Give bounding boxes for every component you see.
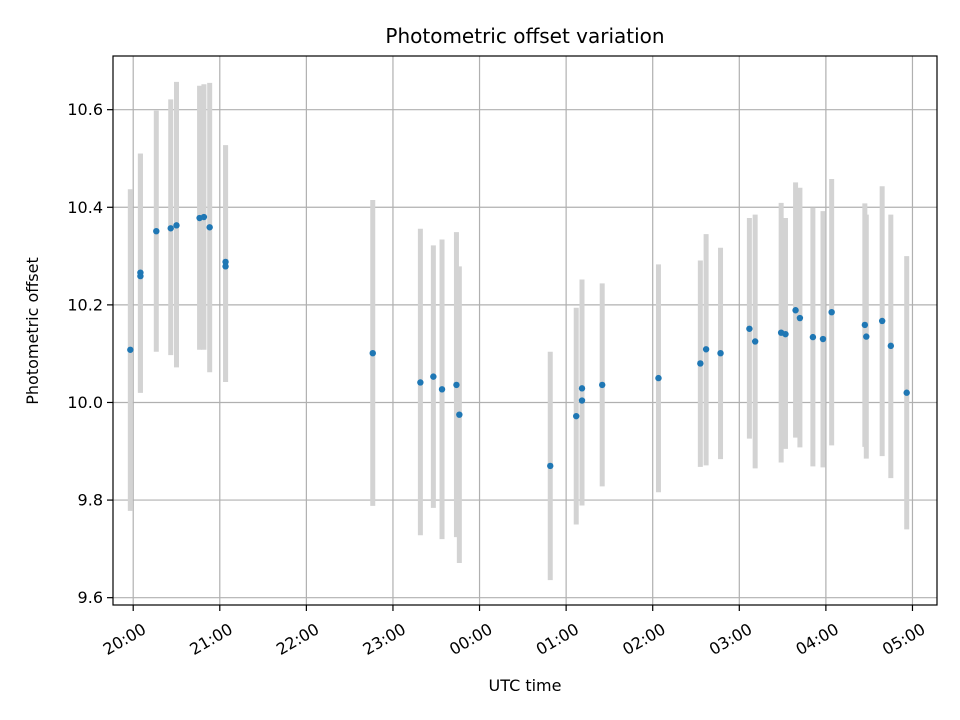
y-tick-label: 10.4 xyxy=(67,198,103,217)
data-point xyxy=(717,349,724,357)
data-point xyxy=(751,338,759,345)
data-point xyxy=(200,213,208,221)
x-axis-label: UTC time xyxy=(489,676,562,695)
y-tick-label: 10.2 xyxy=(67,295,103,314)
chart-title: Photometric offset variation xyxy=(385,24,664,48)
data-point xyxy=(222,258,229,266)
y-axis-label: Photometric offset xyxy=(23,257,42,405)
data-point xyxy=(167,225,174,232)
data-point xyxy=(697,360,704,367)
y-tick-label: 9.8 xyxy=(78,491,103,510)
data-point xyxy=(792,307,799,314)
data-point xyxy=(796,314,804,322)
data-point xyxy=(863,333,870,340)
data-point xyxy=(828,309,835,316)
data-point xyxy=(578,397,586,404)
data-point xyxy=(153,227,160,235)
data-point xyxy=(599,381,606,389)
data-point xyxy=(903,389,910,396)
data-point xyxy=(819,335,827,343)
data-point xyxy=(887,342,895,350)
data-point xyxy=(137,272,144,280)
data-point xyxy=(878,317,886,325)
data-points xyxy=(127,213,910,470)
y-tick-label: 10.0 xyxy=(67,393,103,412)
data-point xyxy=(746,325,753,332)
data-point xyxy=(456,411,463,418)
data-point xyxy=(438,386,446,393)
data-point xyxy=(782,330,789,338)
data-point xyxy=(206,224,213,231)
y-axis-ticks: 9.6 9.8 10.0 10.2 10.4 10.6 xyxy=(67,100,113,607)
y-tick-label: 9.6 xyxy=(78,588,103,607)
data-point xyxy=(453,381,460,389)
data-point xyxy=(127,346,134,353)
data-point xyxy=(369,349,376,357)
y-tick-label: 10.6 xyxy=(67,100,103,119)
plot-frame xyxy=(112,55,938,606)
data-point xyxy=(173,222,180,229)
data-point xyxy=(809,333,817,341)
data-point xyxy=(222,263,229,270)
grid-lines xyxy=(113,56,937,605)
data-point xyxy=(578,385,586,392)
data-point xyxy=(417,379,424,386)
data-point xyxy=(655,374,662,382)
data-point xyxy=(573,412,580,420)
data-point xyxy=(547,462,554,470)
data-point xyxy=(702,346,710,353)
data-point xyxy=(430,373,437,380)
data-point xyxy=(861,321,869,329)
